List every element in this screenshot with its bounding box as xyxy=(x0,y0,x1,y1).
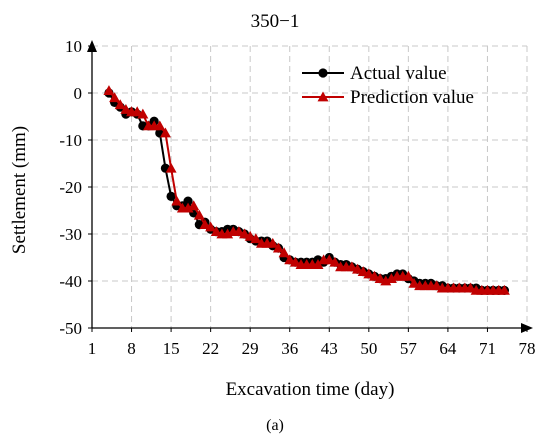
data-point xyxy=(159,127,171,138)
y-tick-label: -20 xyxy=(59,178,82,197)
data-point xyxy=(284,254,296,265)
y-tick-label: 10 xyxy=(65,37,82,56)
data-point xyxy=(165,162,177,173)
x-tick-label: 71 xyxy=(479,339,496,358)
x-tick-label: 36 xyxy=(281,339,298,358)
data-point xyxy=(408,277,420,288)
data-series xyxy=(103,85,510,295)
x-tick-label: 57 xyxy=(400,339,418,358)
data-point xyxy=(431,280,443,291)
data-point xyxy=(210,226,222,237)
data-point xyxy=(357,266,369,276)
data-point xyxy=(402,270,414,281)
data-point xyxy=(278,247,290,258)
data-point xyxy=(131,106,143,117)
x-tick-label: 64 xyxy=(439,339,457,358)
data-point xyxy=(154,120,166,131)
data-point xyxy=(193,209,205,220)
legend-marker xyxy=(318,68,328,78)
x-tick-label: 8 xyxy=(127,339,136,358)
x-tick-label: 1 xyxy=(88,339,97,358)
data-point xyxy=(498,284,510,295)
data-point xyxy=(329,256,341,267)
y-tick-label: -30 xyxy=(59,225,82,244)
axes: 10 0 -10 -20 -30 -40 -50 1 8 15 22 29 36 43 50 57 64 71 78 xyxy=(59,37,535,358)
data-point xyxy=(183,196,193,206)
y-tick-label: -50 xyxy=(59,319,82,338)
data-point xyxy=(250,233,262,244)
data-point xyxy=(120,103,132,114)
data-point xyxy=(267,237,279,248)
data-point xyxy=(114,99,126,110)
legend: Actual value Prediction value xyxy=(302,63,474,108)
x-tick-label: 15 xyxy=(163,339,180,358)
data-point xyxy=(272,242,284,253)
y-tick-label: -10 xyxy=(59,131,82,150)
data-point xyxy=(199,219,211,229)
data-point xyxy=(233,226,245,237)
data-point xyxy=(368,270,380,281)
data-point xyxy=(166,191,176,201)
data-point xyxy=(239,228,251,239)
data-point xyxy=(244,230,256,241)
x-tick-label: 22 xyxy=(202,339,219,358)
data-point xyxy=(103,85,115,96)
y-tick-label: -40 xyxy=(59,272,82,291)
data-point xyxy=(363,268,375,279)
data-point xyxy=(465,282,477,293)
data-point xyxy=(312,259,324,269)
data-point xyxy=(171,195,183,206)
x-tick-label: 50 xyxy=(360,339,377,358)
data-point xyxy=(346,261,358,272)
data-point xyxy=(188,200,200,211)
legend-marker xyxy=(317,91,329,102)
y-axis-label: Settlement (mm) xyxy=(9,126,30,254)
x-tick-label: 43 xyxy=(321,339,338,358)
data-point xyxy=(205,221,217,232)
x-axis-label: Excavation time (day) xyxy=(226,379,395,400)
chart-title: 350−1 xyxy=(251,11,300,32)
x-tick-label: 29 xyxy=(242,339,259,358)
y-tick-label: 0 xyxy=(74,84,83,103)
data-point xyxy=(109,92,121,103)
grid-lines xyxy=(92,45,528,328)
legend-label: Prediction value xyxy=(350,87,474,108)
figure-caption: (a) xyxy=(266,417,284,434)
data-point xyxy=(323,254,335,265)
data-point xyxy=(374,273,386,284)
data-point xyxy=(352,263,364,274)
series-prediction xyxy=(103,85,510,295)
x-tick-label: 78 xyxy=(519,339,536,358)
data-point xyxy=(137,108,149,119)
legend-label: Actual value xyxy=(350,63,447,84)
data-point xyxy=(289,256,301,267)
